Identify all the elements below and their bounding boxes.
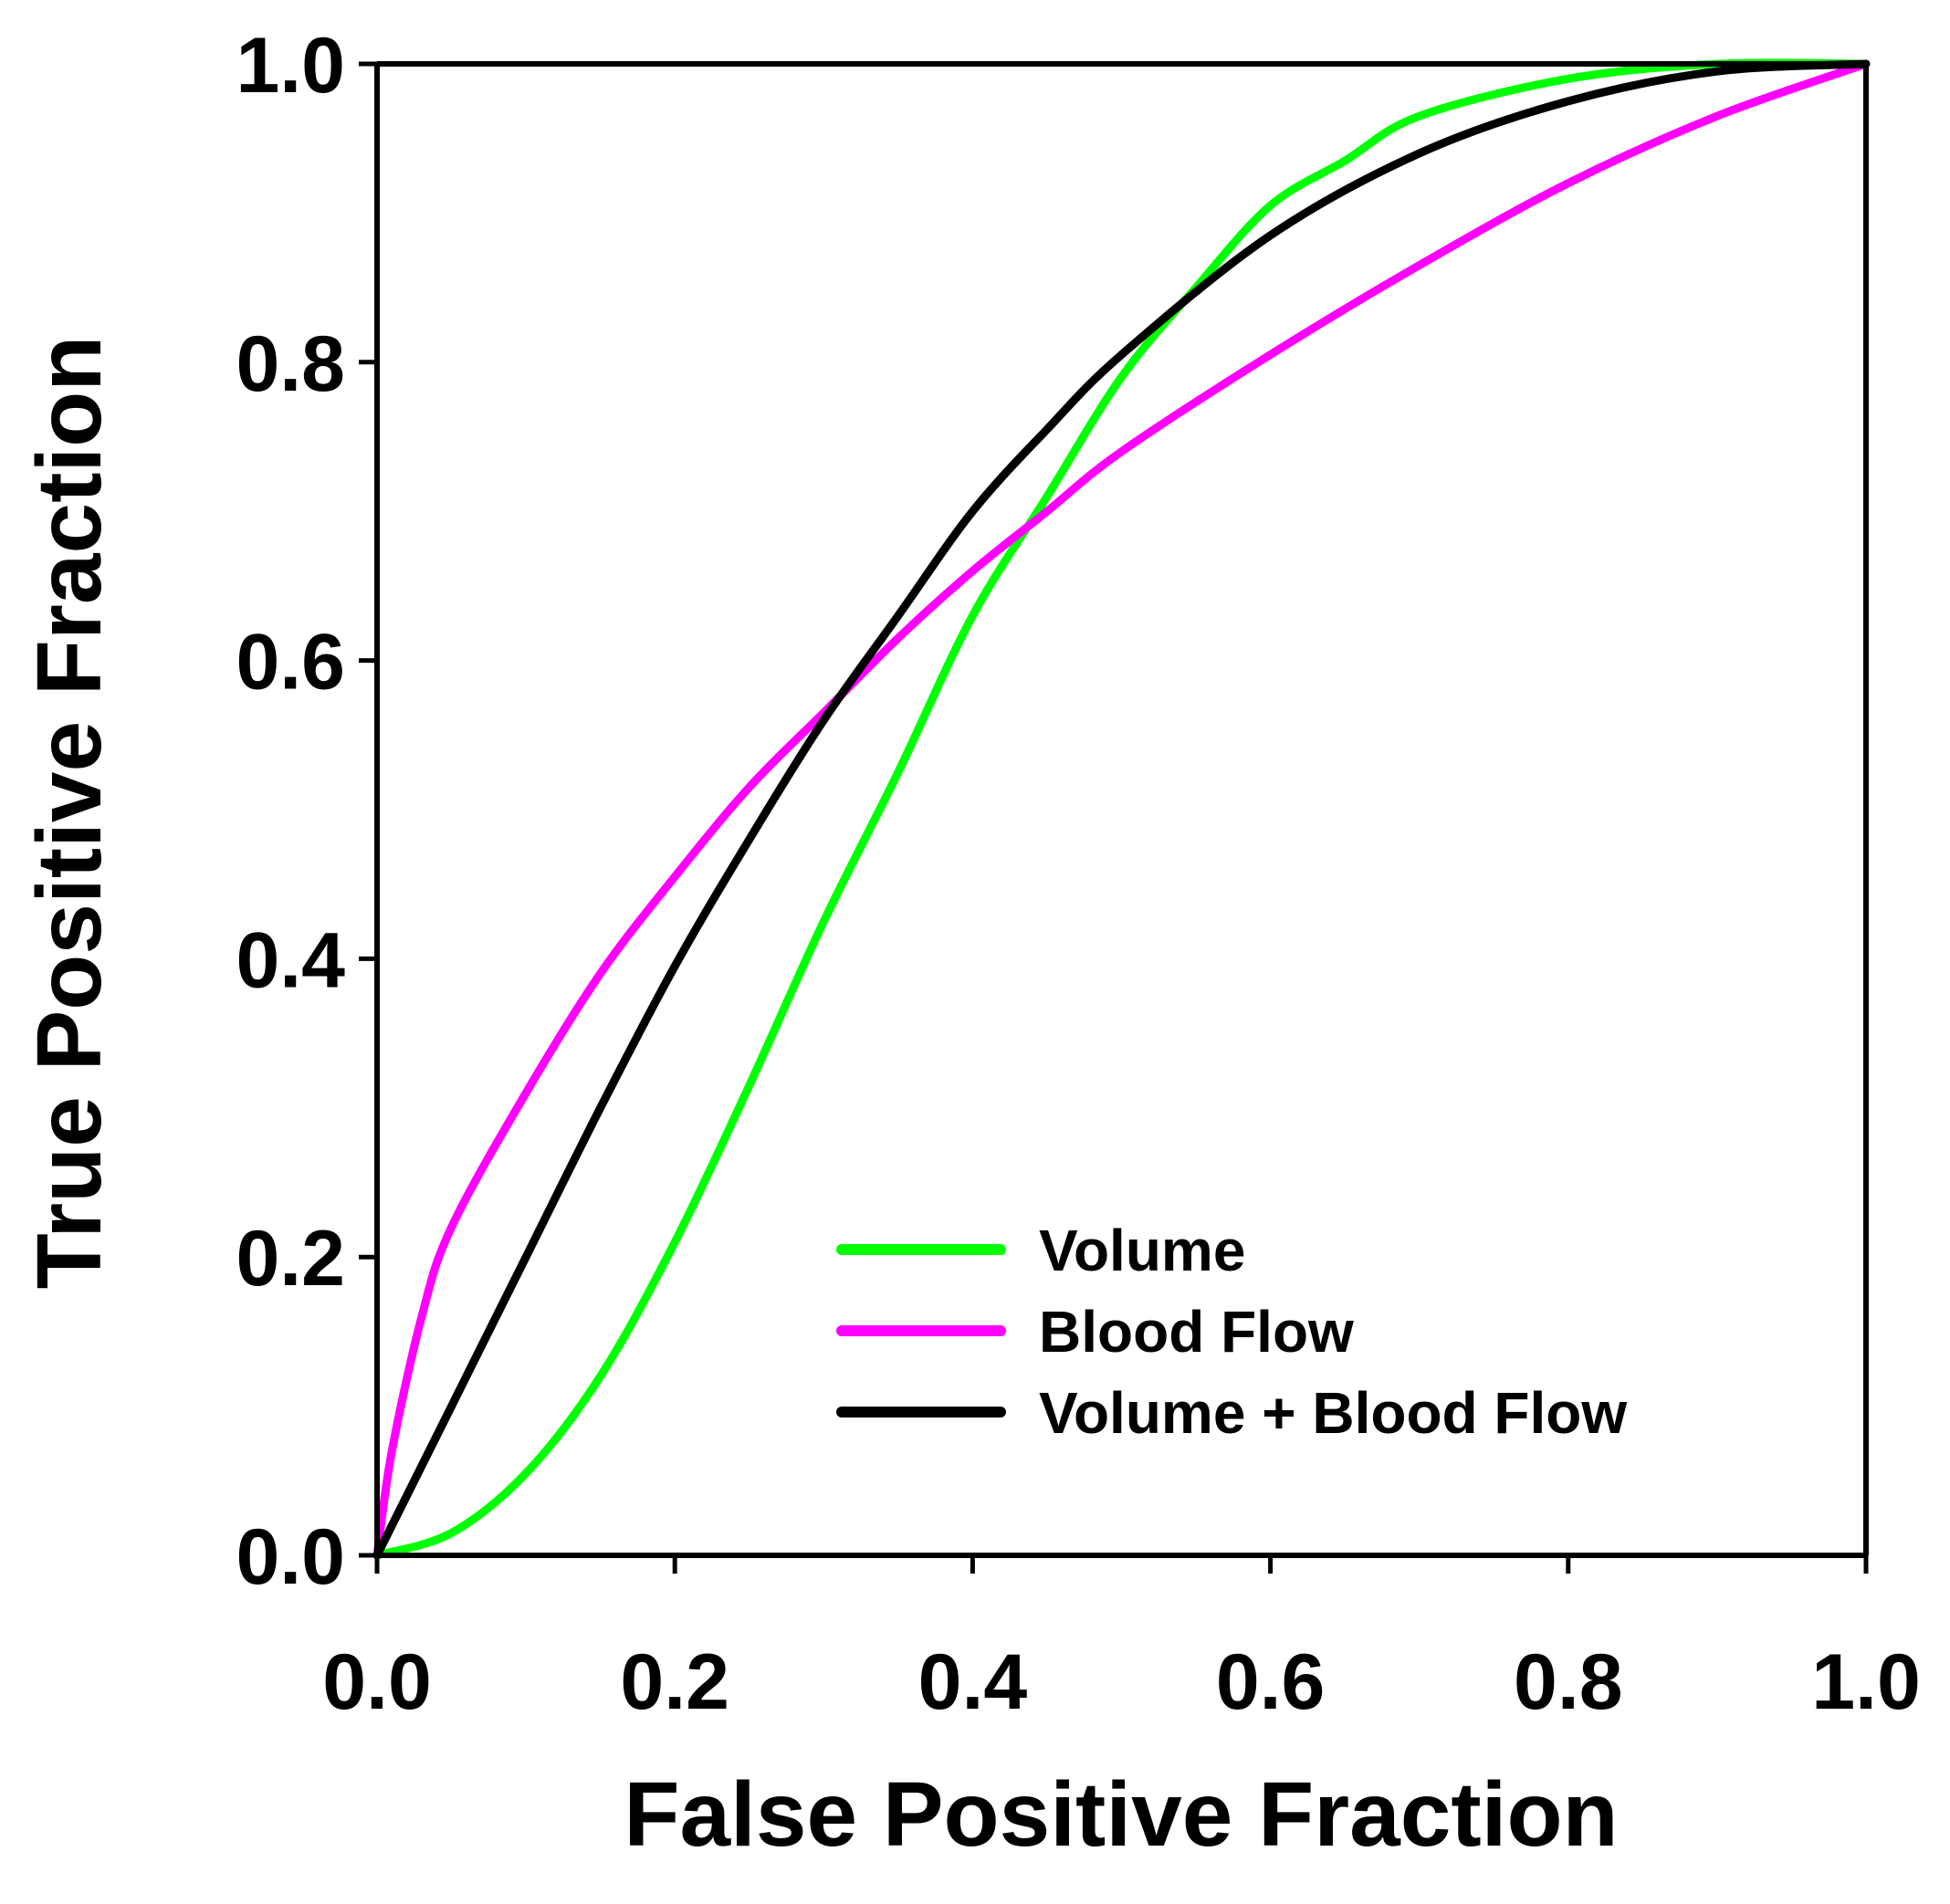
- x-tick-label: 0.4: [918, 1638, 1028, 1726]
- ticks-layer: 0.0 0.2 0.4 0.6 0.8 1.0 0.0 0.2 0.4 0.6 0.8 1.0: [236, 22, 1920, 1726]
- x-tick-label: 0.8: [1514, 1638, 1623, 1726]
- x-tick-label: 0.2: [620, 1638, 729, 1726]
- x-tick-label: 1.0: [1811, 1638, 1921, 1726]
- legend-label-volume-blood-flow: Volume + Blood Flow: [1039, 1380, 1627, 1446]
- legend-label-volume: Volume: [1039, 1218, 1245, 1283]
- series-line-blood-flow: [372, 59, 1871, 1560]
- y-tick-label: 0.0: [236, 1513, 345, 1601]
- series-line-volume-blood-flow: [372, 59, 1871, 1560]
- y-tick-label: 0.2: [236, 1215, 345, 1302]
- axes-layer: [374, 61, 1869, 1558]
- legend: Volume Blood Flow Volume + Blood Flow: [836, 1218, 1627, 1446]
- x-tick-label: 0.6: [1216, 1638, 1326, 1726]
- y-tick-label: 0.4: [236, 916, 345, 1004]
- x-axis-title: False Positive Fraction: [624, 1763, 1618, 1866]
- y-tick-label: 1.0: [236, 22, 345, 110]
- series-layer: [372, 58, 1871, 1560]
- y-axis-title: True Positive Fraction: [18, 336, 121, 1290]
- legend-label-blood-flow: Blood Flow: [1039, 1299, 1354, 1365]
- y-tick-label: 0.6: [236, 619, 345, 706]
- y-tick-label: 0.8: [236, 320, 345, 408]
- x-tick-label: 0.0: [322, 1638, 432, 1726]
- series-line-volume: [372, 58, 1871, 1560]
